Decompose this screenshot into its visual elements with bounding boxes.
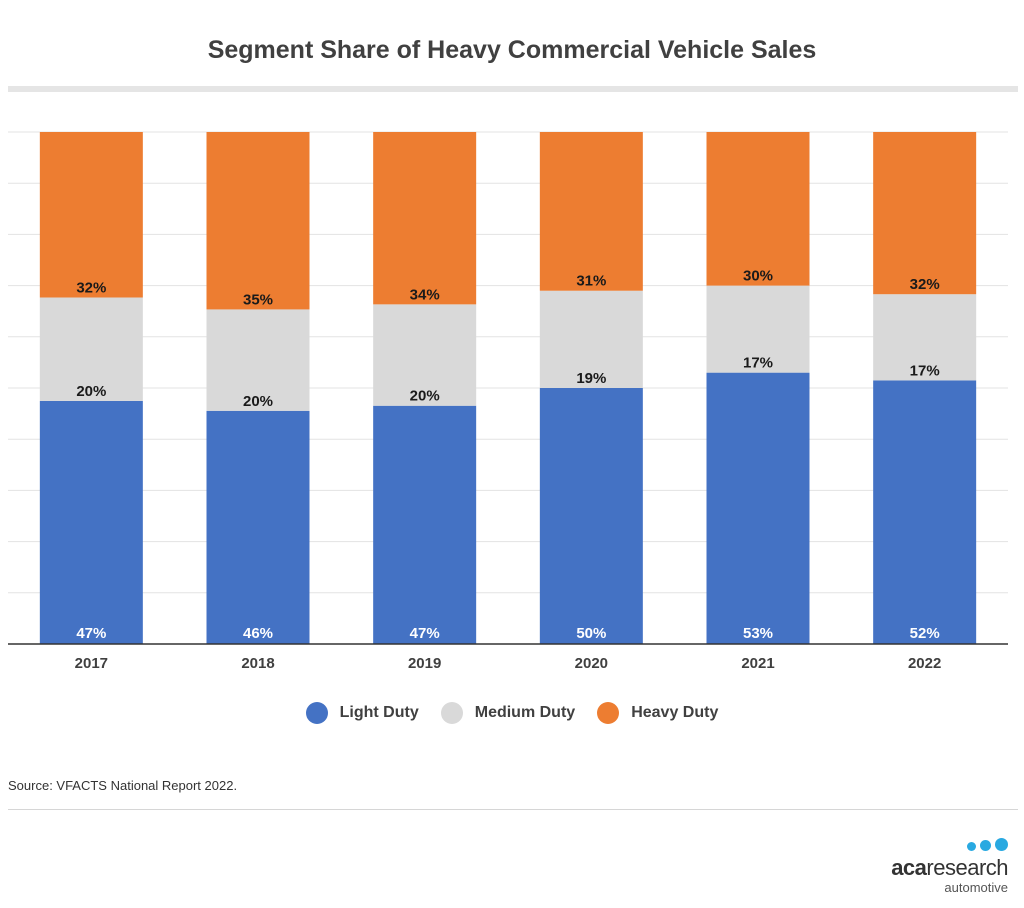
- legend: Light Duty Medium Duty Heavy Duty: [0, 702, 1024, 724]
- data-label-heavy-duty-2020: 31%: [576, 273, 606, 290]
- bar-heavy-duty-2017[interactable]: [39, 132, 143, 298]
- logo-subtitle: automotive: [944, 880, 1008, 895]
- bar-light-duty-2019[interactable]: [373, 405, 477, 644]
- bar-medium-duty-2022[interactable]: [873, 294, 977, 381]
- bar-light-duty-2020[interactable]: [539, 388, 643, 644]
- bar-heavy-duty-2020[interactable]: [539, 132, 643, 291]
- data-label-heavy-duty-2022: 32%: [910, 276, 940, 293]
- data-label-light-duty-2019: 47%: [410, 625, 440, 642]
- data-label-medium-duty-2020: 19%: [576, 370, 606, 387]
- data-label-medium-duty-2021: 17%: [743, 355, 773, 372]
- data-label-medium-duty-2022: 17%: [910, 362, 940, 379]
- x-tick-label-2021: 2021: [741, 655, 774, 672]
- legend-item-medium-duty[interactable]: Medium Duty: [440, 702, 576, 724]
- x-tick-label-2019: 2019: [408, 655, 441, 672]
- data-label-light-duty-2022: 52%: [910, 625, 940, 642]
- bar-heavy-duty-2018[interactable]: [206, 132, 310, 310]
- logo-dots-icon: [967, 838, 1008, 851]
- x-tick-label-2017: 2017: [75, 655, 108, 672]
- data-label-light-duty-2021: 53%: [743, 625, 773, 642]
- stacked-bar-chart: 47% 20% 32% 2017 46% 20% 35% 2018 47% 20% 34% 2019 5…: [8, 131, 1008, 672]
- bar-light-duty-2022[interactable]: [873, 380, 977, 644]
- footer-divider: [8, 809, 1018, 810]
- data-label-medium-duty-2019: 20%: [410, 388, 440, 405]
- bar-heavy-duty-2021[interactable]: [706, 132, 810, 286]
- bar-light-duty-2021[interactable]: [706, 372, 810, 644]
- logo-wordmark: acaresearch: [891, 855, 1008, 880]
- legend-item-heavy-duty[interactable]: Heavy Duty: [597, 702, 718, 724]
- bar-medium-duty-2020[interactable]: [539, 290, 643, 388]
- legend-swatch-heavy-duty: [597, 702, 620, 724]
- legend-label-heavy-duty: Heavy Duty: [631, 704, 719, 721]
- bar-medium-duty-2021[interactable]: [706, 285, 810, 373]
- x-tick-label-2022: 2022: [908, 655, 941, 672]
- chart-title: Segment Share of Heavy Commercial Vehicl…: [207, 36, 817, 64]
- bar-medium-duty-2018[interactable]: [206, 309, 310, 411]
- acaresearch-logo: acaresearch automotive: [868, 838, 1008, 900]
- data-label-heavy-duty-2018: 35%: [243, 291, 273, 308]
- bar-light-duty-2017[interactable]: [39, 400, 143, 644]
- legend-label-light-duty: Light Duty: [339, 704, 419, 721]
- data-label-light-duty-2020: 50%: [576, 625, 606, 642]
- data-label-light-duty-2017: 47%: [76, 625, 106, 642]
- data-label-heavy-duty-2017: 32%: [76, 279, 106, 296]
- bar-heavy-duty-2019[interactable]: [373, 132, 477, 305]
- data-label-light-duty-2018: 46%: [243, 625, 273, 642]
- data-label-medium-duty-2017: 20%: [76, 383, 106, 400]
- data-label-heavy-duty-2021: 30%: [743, 268, 773, 285]
- x-tick-label-2020: 2020: [575, 655, 608, 672]
- bar-light-duty-2018[interactable]: [206, 410, 310, 644]
- bar-medium-duty-2017[interactable]: [39, 297, 143, 401]
- data-label-medium-duty-2018: 20%: [243, 393, 273, 410]
- data-label-heavy-duty-2019: 34%: [410, 286, 440, 303]
- legend-swatch-light-duty: [305, 702, 328, 724]
- x-tick-label-2018: 2018: [241, 655, 274, 672]
- title-divider: [8, 86, 1018, 92]
- legend-item-light-duty[interactable]: Light Duty: [305, 702, 419, 724]
- source-note: Source: VFACTS National Report 2022.: [8, 778, 238, 793]
- legend-swatch-medium-duty: [440, 702, 463, 724]
- bar-medium-duty-2019[interactable]: [373, 304, 477, 406]
- bar-heavy-duty-2022[interactable]: [873, 132, 977, 295]
- legend-label-medium-duty: Medium Duty: [474, 704, 576, 721]
